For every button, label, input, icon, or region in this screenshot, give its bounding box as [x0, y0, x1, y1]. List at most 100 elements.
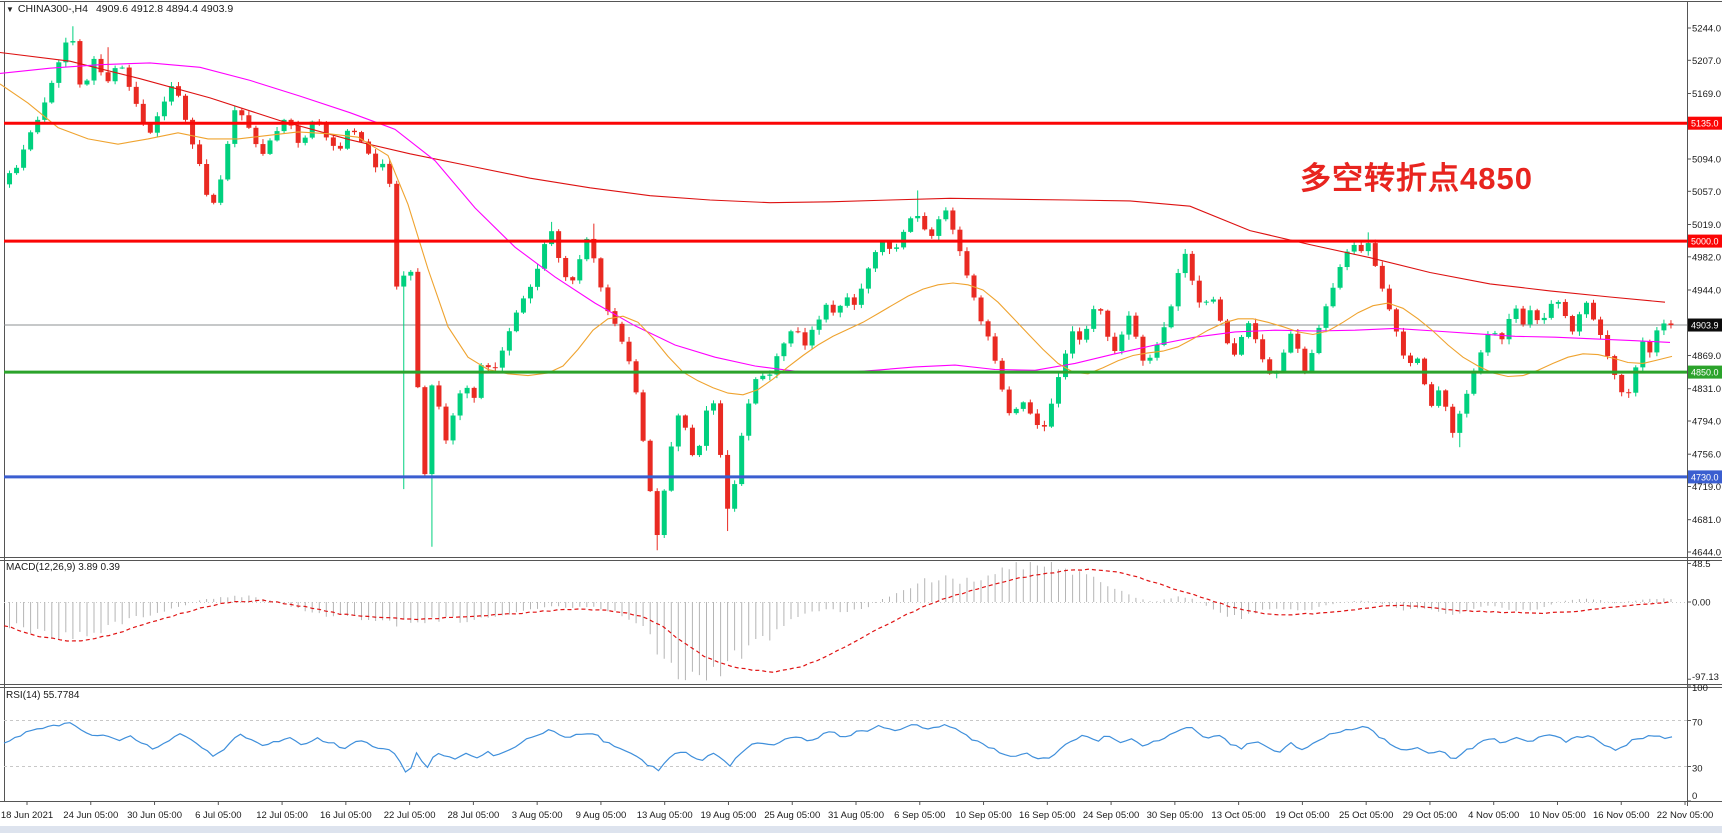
candle-body [1612, 356, 1618, 375]
candle-body [267, 140, 273, 154]
candle-body [992, 336, 998, 361]
candle-body [1541, 317, 1547, 321]
candle-body [520, 298, 526, 313]
candle-body [1126, 315, 1132, 335]
candle-body [999, 360, 1005, 390]
candle-body [978, 297, 984, 322]
candle-body [851, 297, 857, 305]
candle-body [1520, 308, 1526, 325]
candle-body [1506, 318, 1512, 340]
candle-body [591, 238, 597, 259]
time-axis-label: 10 Sep 05:00 [955, 810, 1012, 821]
candle-body [1464, 393, 1470, 414]
candle-body [1400, 331, 1406, 356]
candle-body [703, 410, 709, 446]
candle-body [1034, 413, 1040, 426]
candle-body [1105, 310, 1111, 337]
candle-body [147, 123, 153, 133]
candle-body [1302, 348, 1308, 372]
candle-body [1351, 244, 1357, 252]
candle-body [943, 210, 949, 220]
candle-body [1393, 309, 1399, 332]
candle-body [63, 42, 69, 63]
candle-body [1415, 358, 1421, 363]
price-axis-label: 4794.0 [1692, 417, 1721, 428]
candle-body [204, 163, 210, 195]
price-axis-label: 5207.0 [1692, 56, 1721, 67]
candle-body [1576, 314, 1582, 332]
candle-body [774, 356, 780, 375]
candle-body [1196, 280, 1202, 303]
candle-body [964, 251, 970, 276]
rsi-axis-label: 100 [1692, 683, 1708, 694]
candle-body [640, 392, 646, 441]
candle-body [647, 440, 653, 492]
candle-body [929, 229, 935, 236]
price-axis-label: 5057.0 [1692, 187, 1721, 198]
time-axis-label: 9 Aug 05:00 [576, 810, 627, 821]
candle-body [429, 385, 435, 475]
candle-body [908, 218, 914, 232]
candle-body [1591, 302, 1597, 320]
symbol-dropdown-icon: ▼ [6, 5, 14, 14]
price-annotation-text[interactable]: 多空转折点4850 [1300, 161, 1533, 196]
candle-body [126, 67, 132, 87]
candle-body [295, 125, 301, 143]
candle-body [577, 259, 583, 281]
candle-body [1337, 267, 1343, 288]
candle-body [844, 297, 850, 306]
candle-body [1246, 323, 1252, 337]
candle-body [140, 103, 146, 124]
candle-body [668, 446, 674, 491]
macd-axis-label: 0.00 [1692, 598, 1711, 609]
candle-body [816, 319, 822, 330]
macd-axis-label: 48.5 [1692, 559, 1711, 570]
candle-body [513, 312, 519, 332]
candle-body [802, 332, 808, 346]
candle-body [457, 393, 463, 416]
time-axis-label: 6 Jul 05:00 [195, 810, 241, 821]
time-axis-label: 29 Oct 05:00 [1403, 810, 1457, 821]
candle-body [1203, 301, 1209, 303]
candle-body [1619, 374, 1625, 393]
time-axis-label: 24 Sep 05:00 [1083, 810, 1140, 821]
level-price-tag[interactable] [1688, 116, 1722, 130]
candle-body [464, 387, 470, 394]
candle-body [1372, 243, 1378, 266]
window-bottom-strip [0, 826, 1722, 833]
candle-body [1281, 352, 1287, 373]
candle-body [1485, 333, 1491, 353]
level-price-tag[interactable] [1688, 470, 1722, 484]
candle-body [894, 247, 900, 249]
rsi-indicator-label: RSI(14) 55.7784 [6, 690, 80, 701]
candle-body [527, 286, 533, 299]
candle-body [422, 387, 428, 475]
candle-body [1605, 335, 1611, 357]
candle-body [626, 341, 632, 362]
price-axis-label: 4982.0 [1692, 252, 1721, 263]
time-axis-label: 25 Aug 05:00 [764, 810, 820, 821]
level-price-tag[interactable] [1688, 365, 1722, 379]
candle-body [1224, 320, 1230, 344]
time-axis-label: 30 Sep 05:00 [1147, 810, 1204, 821]
level-price-tag-label: 4850.0 [1691, 368, 1719, 378]
candle-body [1499, 333, 1505, 340]
candle-body [1133, 315, 1139, 337]
candle-body [168, 86, 174, 102]
price-axis-label: 5169.0 [1692, 89, 1721, 100]
candle-body [675, 415, 681, 447]
candle-body [49, 82, 55, 103]
candle-body [830, 304, 836, 313]
candle-body [711, 403, 717, 411]
candle-body [91, 58, 97, 81]
time-axis-label: 4 Nov 05:00 [1468, 810, 1519, 821]
candle-body [1189, 253, 1195, 281]
candle-body [1175, 273, 1181, 307]
candle-body [506, 331, 512, 351]
candle-body [1344, 251, 1350, 268]
candle-body [344, 130, 350, 149]
candle-body [105, 72, 111, 82]
time-axis-label: 10 Nov 05:00 [1529, 810, 1586, 821]
level-price-tag[interactable] [1688, 234, 1722, 248]
